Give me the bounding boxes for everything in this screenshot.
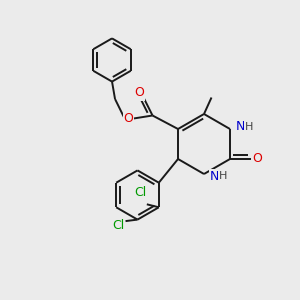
Text: O: O: [134, 86, 144, 100]
Text: Cl: Cl: [112, 219, 124, 232]
Text: H: H: [244, 122, 253, 132]
Text: N: N: [236, 120, 245, 133]
Text: O: O: [252, 152, 262, 166]
Text: H: H: [218, 171, 227, 182]
Text: Cl: Cl: [135, 186, 147, 199]
Text: O: O: [124, 112, 134, 125]
Text: N: N: [210, 170, 219, 183]
